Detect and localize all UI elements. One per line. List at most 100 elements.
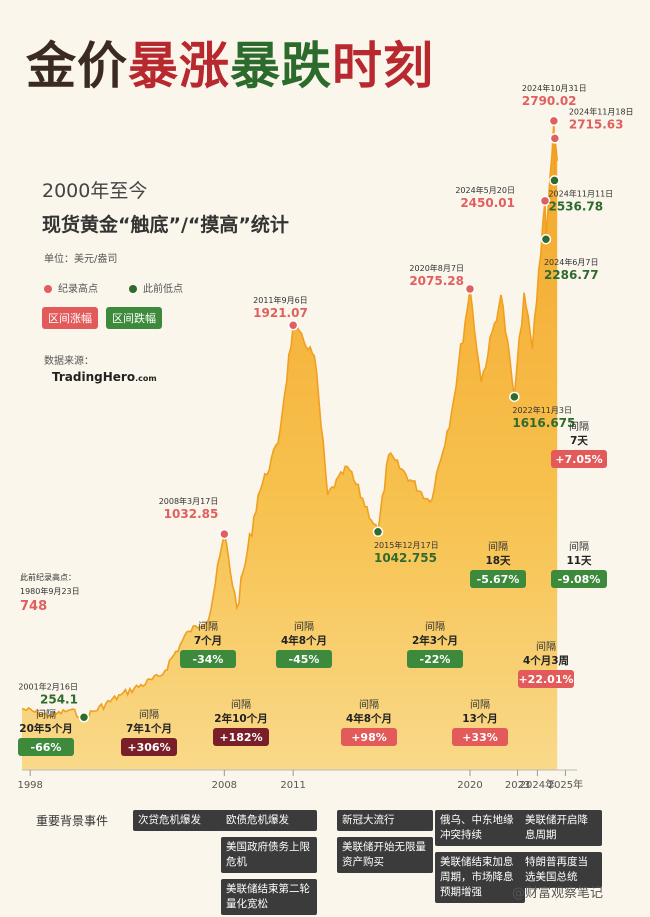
- point-value-0: 748: [20, 599, 47, 614]
- interval-badge-6: [407, 650, 463, 668]
- title-part2: 暴涨: [128, 37, 230, 95]
- point-dot-3: [287, 319, 299, 331]
- legend-high-dot: [44, 285, 52, 293]
- x-tick-label-4: 2023: [505, 780, 530, 791]
- point-dot-11: [549, 133, 561, 144]
- interval-badge-10: [551, 570, 607, 588]
- interval-duration-3: 2年10个月: [214, 712, 267, 725]
- point-dot-8: [540, 233, 552, 245]
- interval-duration-1: 7年1个月: [126, 722, 172, 735]
- x-tick-label-1: 2008: [212, 780, 237, 791]
- source-name: TradingHero: [52, 370, 136, 384]
- title-part1: 金价: [26, 37, 128, 95]
- point-value-6: 1616.675: [512, 416, 575, 430]
- main-title: 金价暴涨暴跌时刻: [26, 26, 434, 98]
- legend-down-badge: 区间跌幅: [106, 307, 162, 329]
- interval-duration-5: 4年8个月: [346, 712, 392, 725]
- x-tick-label-0: 1998: [17, 780, 42, 791]
- interval-change-6: -22%: [420, 653, 451, 666]
- title-part3: 暴跌: [230, 37, 332, 95]
- event-item: 美联储开启降息周期: [520, 810, 602, 846]
- interval-change-3: +182%: [219, 731, 262, 744]
- event-item: 俄乌、中东地缘冲突持续: [435, 810, 525, 846]
- event-item: 美联储结束第二轮量化宽松: [221, 879, 317, 915]
- interval-badge-3: [213, 728, 269, 746]
- interval-badge-8: [470, 570, 526, 588]
- event-item: 美联储开始无限量资产购买: [337, 837, 433, 873]
- point-dot-6: [509, 391, 520, 403]
- interval-badge-7: [452, 728, 508, 746]
- x-tick-label-6: 2025年: [548, 778, 583, 791]
- interval-duration-6: 2年3个月: [412, 634, 458, 647]
- interval-change-5: +98%: [351, 731, 387, 744]
- event-item: 次贷危机爆发: [133, 810, 223, 831]
- interval-badge-9: [518, 670, 574, 688]
- event-item: 特朗普再度当选美国总统: [520, 852, 602, 888]
- point-value-7: 2450.01: [460, 196, 515, 210]
- point-label-date-3: 2011年9月6日: [253, 295, 308, 305]
- point-dot-10: [549, 175, 560, 186]
- event-item: 欧债危机爆发: [221, 810, 317, 831]
- point-value-4: 1042.755: [374, 551, 437, 565]
- interval-annotations: 间隔20年5个月-66%间隔7年1个月+306%间隔7个月-34%间隔2年10个…: [18, 420, 607, 756]
- point-label-date-4: 2015年12月17日: [374, 540, 439, 550]
- point-value-9: 2790.02: [522, 94, 577, 108]
- point-label-date-8: 2024年6月7日: [544, 257, 599, 267]
- source-label: 数据来源：: [44, 356, 94, 367]
- point-dot-1: [78, 712, 90, 723]
- interval-change-11: +7.05%: [555, 453, 602, 466]
- source-suffix: .com: [135, 374, 157, 383]
- interval-duration-8: 18天: [485, 555, 511, 567]
- interval-duration-0: 20年5个月: [19, 722, 72, 735]
- point-dot-5: [464, 283, 476, 295]
- interval-badge-4: [276, 650, 332, 668]
- interval-badge-2: [180, 650, 236, 668]
- interval-duration-9: 4个月3周: [523, 654, 569, 667]
- x-tick-label-2: 2011: [280, 780, 305, 791]
- unit-label: 单位：美元/盎司: [44, 254, 118, 265]
- x-tick-label-5: 2024年: [520, 778, 555, 791]
- interval-label-11: 间隔: [569, 420, 589, 433]
- point-label-date2-0: 1980年9月23日: [20, 586, 80, 596]
- interval-duration-10: 11天: [566, 555, 592, 567]
- interval-label-6: 间隔: [425, 620, 445, 633]
- watermark: @财富观察笔记: [512, 886, 604, 901]
- point-value-11: 2715.63: [569, 117, 624, 131]
- interval-badge-1: [121, 738, 177, 756]
- point-label-date-11: 2024年11月18日: [569, 106, 634, 116]
- event-item: 美国政府债务上限危机: [221, 837, 317, 873]
- legend-up-badge: 区间涨幅: [42, 307, 98, 329]
- interval-change-0: -66%: [31, 741, 62, 754]
- interval-change-7: +33%: [462, 731, 498, 744]
- interval-change-4: -45%: [289, 653, 320, 666]
- point-value-5: 2075.28: [409, 274, 464, 288]
- subtitle-years: 2000年至今: [42, 180, 148, 202]
- legend-low: 此前低点: [129, 280, 183, 295]
- interval-label-4: 间隔: [294, 620, 314, 633]
- point-label-date-0: 此前纪录高点：: [20, 572, 76, 582]
- interval-label-9: 间隔: [536, 640, 556, 653]
- point-label-date-9: 2024年10月31日: [522, 83, 587, 93]
- legend-high-label: 纪录高点: [58, 284, 98, 295]
- point-label-date-6: 2022年11月3日: [512, 405, 572, 415]
- legend-high: 纪录高点: [44, 280, 98, 295]
- point-label-date-2: 2008年3月17日: [159, 496, 219, 506]
- event-item: 美联储结束加息周期，市场降息预期增强: [435, 852, 525, 903]
- point-label-date-1: 2001年2月16日: [18, 681, 78, 691]
- point-dot-2: [219, 528, 230, 540]
- interval-duration-7: 13个月: [462, 712, 498, 725]
- interval-duration-11: 7天: [570, 435, 588, 447]
- interval-label-8: 间隔: [488, 540, 508, 553]
- interval-label-7: 间隔: [470, 698, 490, 711]
- interval-change-2: -34%: [193, 653, 224, 666]
- legend-low-dot: [129, 285, 137, 293]
- point-label-date-7: 2024年5月20日: [455, 185, 515, 195]
- legend-low-label: 此前低点: [143, 284, 183, 295]
- point-value-10: 2536.78: [548, 199, 603, 213]
- event-item: 新冠大流行: [337, 810, 433, 831]
- interval-label-10: 间隔: [569, 540, 589, 553]
